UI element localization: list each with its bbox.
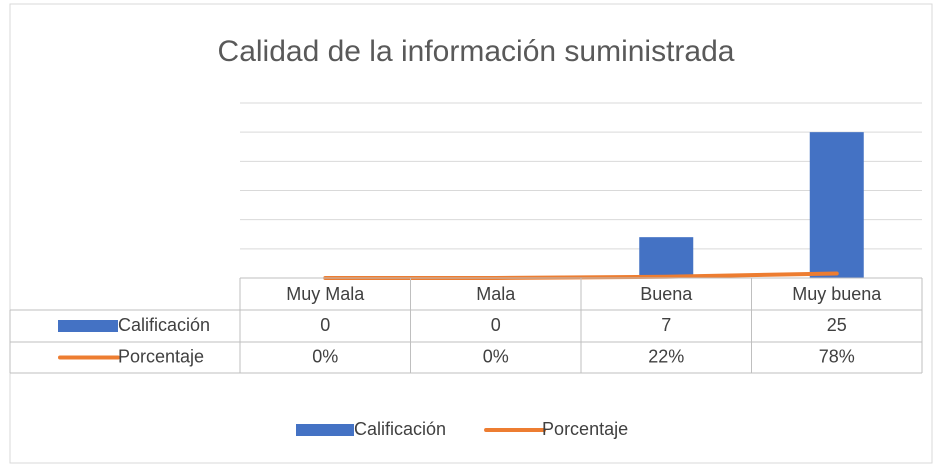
chart-frame — [9, 3, 933, 464]
chart-title: Calidad de la información suministrada — [218, 35, 735, 68]
table-value: 0% — [312, 346, 338, 366]
table-value: 7 — [661, 315, 671, 335]
legend-key — [296, 424, 354, 436]
bar — [809, 132, 864, 278]
table-value: 0 — [491, 315, 501, 335]
table-value: 78% — [819, 346, 855, 366]
table-series-name: Calificación — [118, 315, 210, 335]
legend-label: Calificación — [354, 419, 446, 439]
legend-key — [58, 320, 118, 332]
table-value: 0 — [320, 315, 330, 335]
table-series-name: Porcentaje — [118, 346, 204, 366]
bar — [639, 237, 694, 278]
table-value: 0% — [483, 346, 509, 366]
category-label: Mala — [476, 284, 516, 304]
category-label: Buena — [640, 284, 693, 304]
legend-label: Porcentaje — [542, 419, 628, 439]
category-label: Muy Mala — [286, 284, 365, 304]
category-label: Muy buena — [792, 284, 882, 304]
table-value: 22% — [648, 346, 684, 366]
table-value: 25 — [827, 315, 847, 335]
